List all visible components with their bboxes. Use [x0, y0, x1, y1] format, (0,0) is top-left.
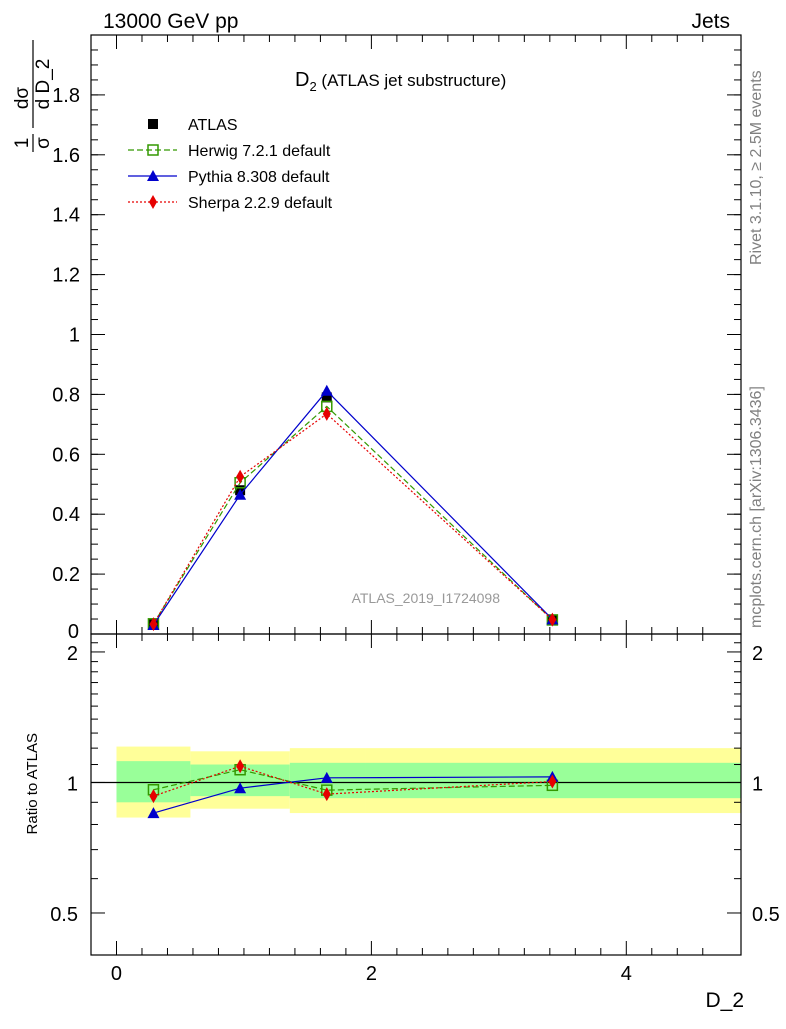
ratio-frame: [90, 633, 742, 956]
header-right: Jets: [691, 10, 730, 33]
ylabel-one: 1: [12, 138, 33, 149]
rivet-label: Rivet 3.1.10, ≥ 2.5M events: [748, 70, 765, 265]
ratio-data-point: [236, 759, 245, 774]
ratio-series-line: [153, 765, 553, 797]
ratio-data-point: [320, 771, 333, 783]
ratio-y-tick-label: 2: [67, 643, 78, 665]
ratio-y-tick-label-right: 2: [752, 643, 763, 665]
plot-title-subscript: 2: [309, 79, 316, 94]
header-left: 13000 GeV pp: [103, 10, 238, 33]
ylabel-sigma: σ: [33, 137, 54, 149]
ratio-y-axis-label: Ratio to ATLAS: [24, 733, 41, 834]
main-data-point: [548, 612, 557, 627]
ratio-data-point: [322, 787, 331, 802]
ratio-data-point: [234, 782, 247, 794]
analysis-watermark: ATLAS_2019_I1724098: [352, 590, 501, 606]
main-y-tick-label: 1.4: [52, 205, 80, 227]
ratio-data-point: [548, 774, 557, 789]
main-data-point: [234, 488, 247, 500]
main-series-line: [152, 405, 553, 625]
plot-title-symbol: D: [295, 69, 309, 91]
ratio-y-tick-label-right: 1: [752, 773, 763, 795]
main-y-axis-label: 1 σ dσ d D_2: [12, 40, 54, 152]
ratio-plot: 0 2 4 0.5 0.5 1 1 2 2: [50, 633, 780, 985]
main-y-tick-label: 1: [69, 325, 80, 347]
main-data-point: [322, 406, 331, 421]
main-data-point: [320, 384, 333, 396]
ratio-y-tick-label: 0.5: [50, 904, 78, 926]
x-tick-label: 0: [111, 963, 122, 985]
main-data-point: [149, 617, 158, 632]
ylabel-dsigma: dσ: [12, 87, 33, 110]
main-y-tick-label: 0.6: [52, 444, 80, 466]
main-y-tick-label: 1.6: [52, 145, 80, 167]
plot-title-rest: (ATLAS jet substructure): [317, 71, 507, 90]
main-data-point: [321, 392, 332, 403]
ratio-series-line: [153, 776, 553, 814]
main-series-line: [152, 389, 553, 626]
x-axis-label: D_2: [705, 989, 744, 1012]
legend-marker: [148, 119, 158, 129]
x-tick-label: 4: [621, 963, 632, 985]
main-y-zero-label: 0: [68, 621, 79, 643]
ratio-y-tick-label-right: 0.5: [752, 904, 780, 926]
main-y-tick-label: 0.4: [52, 504, 80, 526]
main-y-tick-label: 1.2: [52, 265, 80, 287]
main-plot: 0.2 0.4 0.6 0.8 1 1.2 1.4 1.6 1.8: [52, 34, 742, 635]
ylabel-dD2: d D_2: [33, 59, 54, 110]
ratio-data-point: [147, 807, 160, 819]
plot-title: D2 (ATLAS jet substructure): [295, 69, 506, 94]
legend-entry-label: Pythia 8.308 default: [188, 169, 330, 186]
legend: ATLAS Herwig 7.2.1 default Pythia 8.308 de…: [128, 117, 333, 212]
ratio-series-line: [153, 769, 553, 791]
main-y-tick-label: 0.2: [52, 564, 80, 586]
main-data-point: [236, 469, 245, 484]
legend-entry-label: Herwig 7.2.1 default: [188, 143, 331, 160]
main-y-tick-label: 0.8: [52, 384, 80, 406]
legend-marker: [147, 144, 159, 156]
x-tick-label: 2: [366, 963, 377, 985]
main-series-line: [152, 413, 553, 625]
legend-entry-label: ATLAS: [188, 117, 238, 134]
ratio-y-tick-label: 1: [67, 773, 78, 795]
main-y-tick-label: 1.8: [52, 85, 80, 107]
legend-marker: [147, 170, 159, 181]
ratio-data-point: [149, 789, 158, 804]
legend-entry-label: Sherpa 2.2.9 default: [188, 195, 333, 212]
mcplots-label: mcplots.cern.ch [arXiv:1306.3436]: [748, 386, 765, 628]
legend-marker: [149, 195, 157, 209]
